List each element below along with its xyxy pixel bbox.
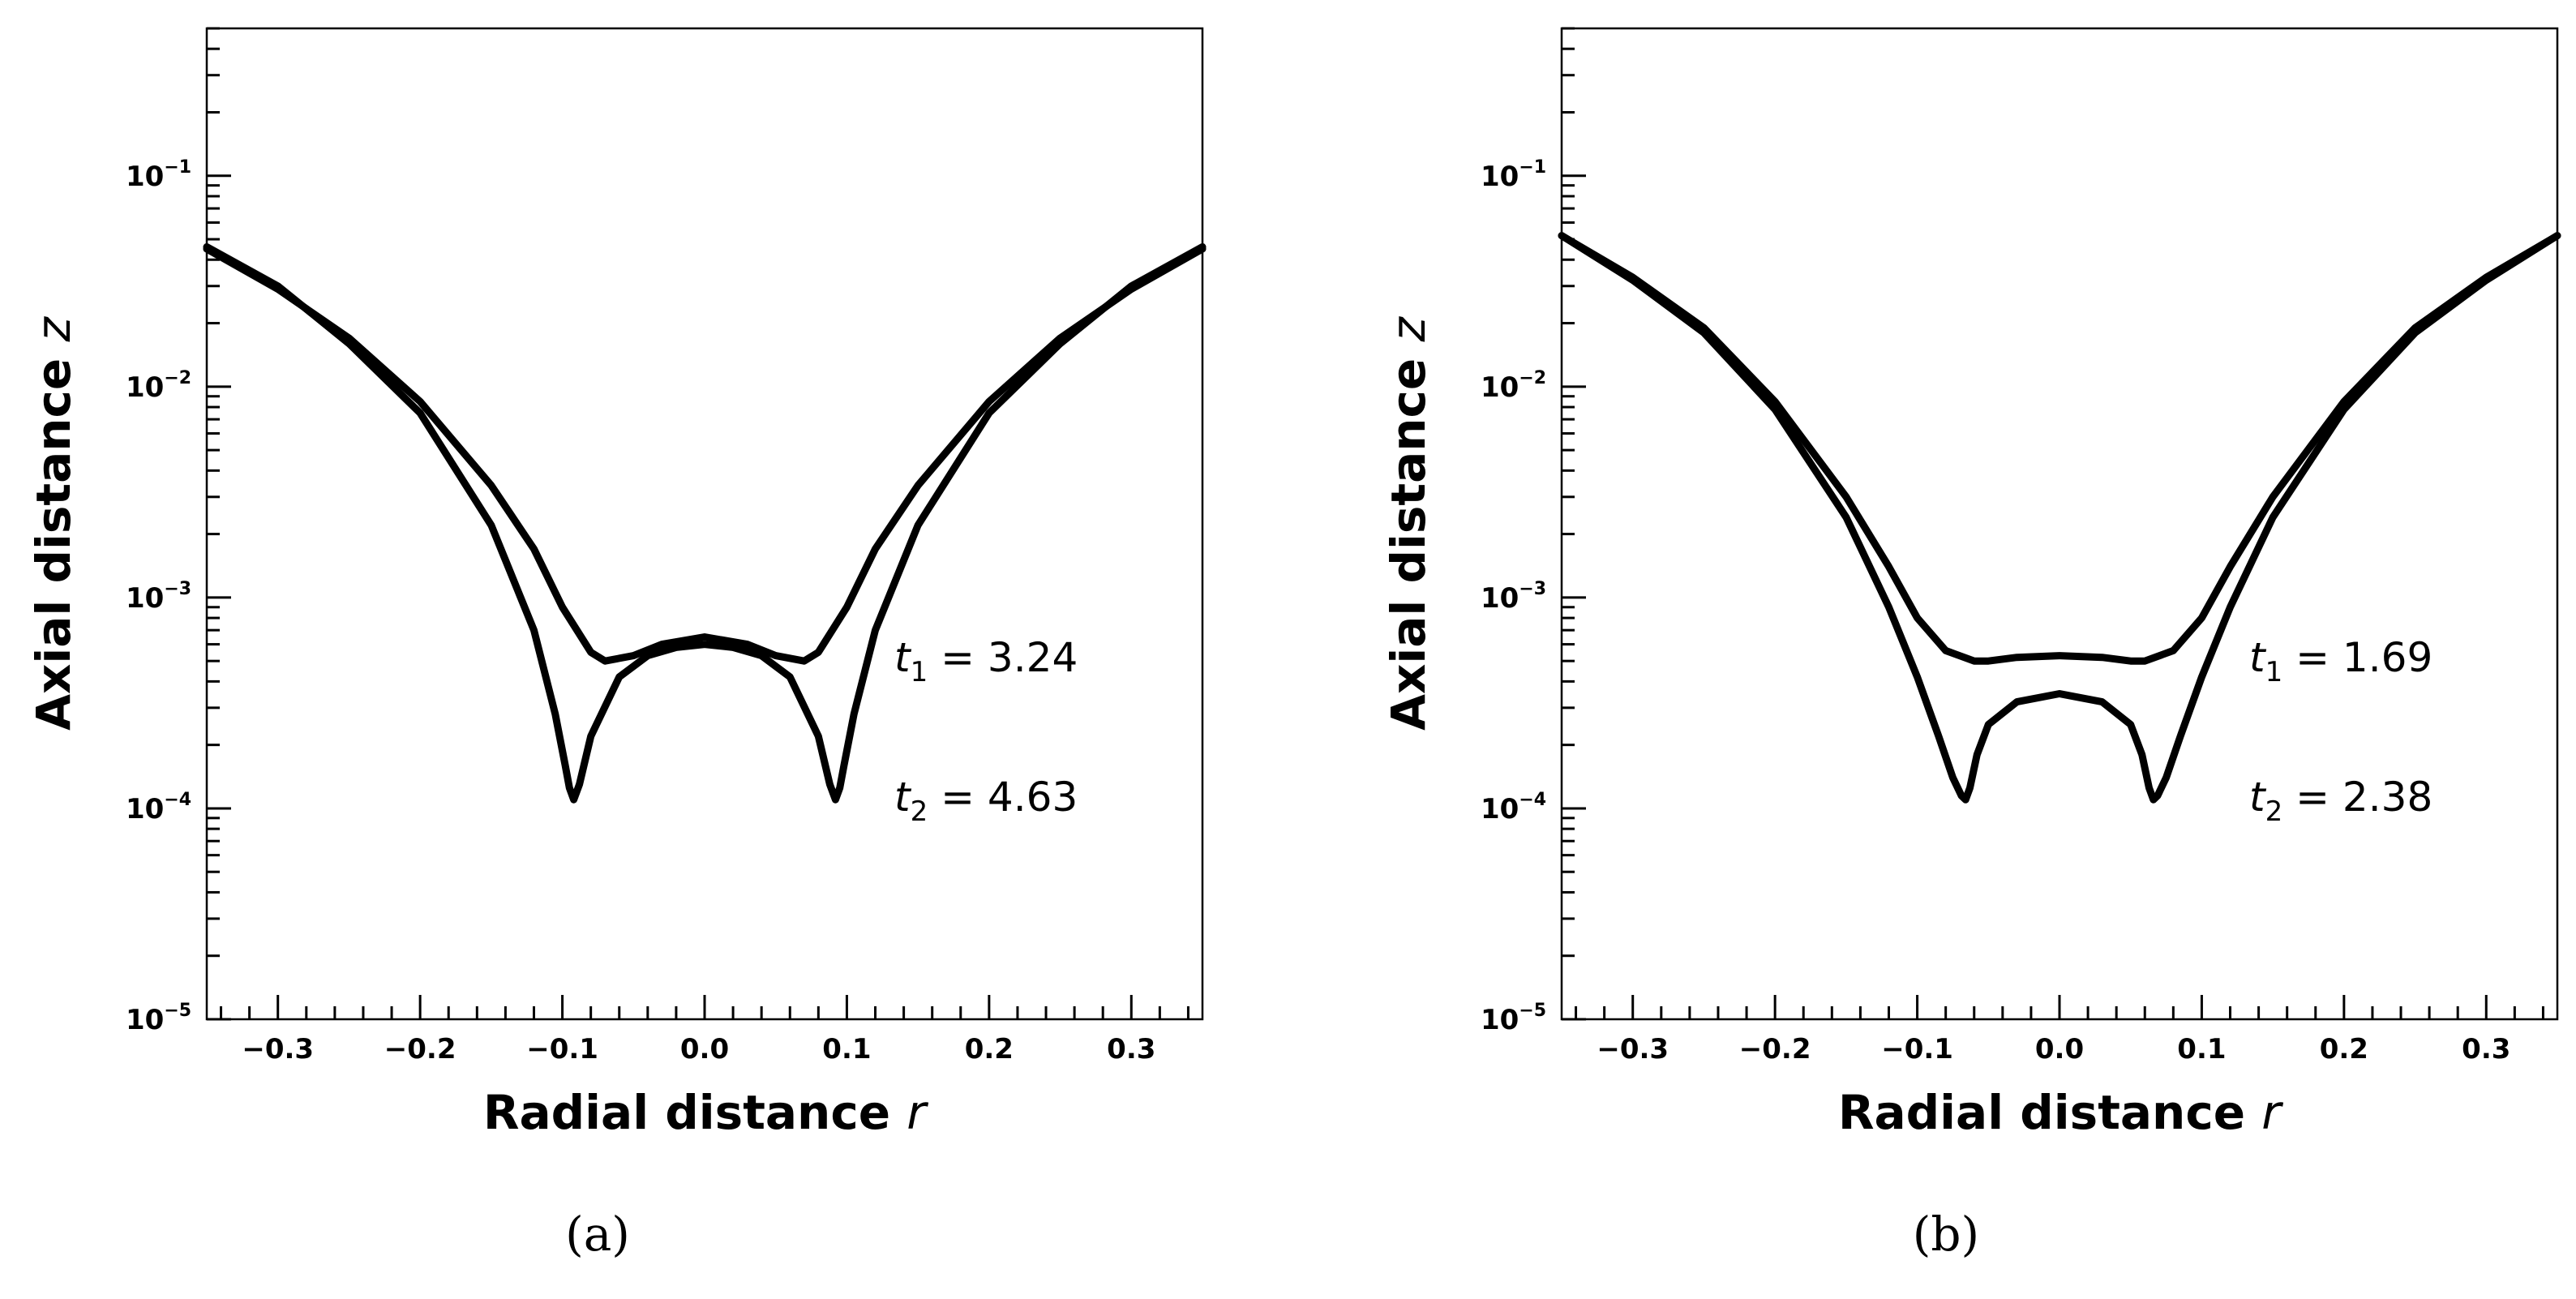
x-tick-label: −0.3	[242, 1033, 314, 1065]
y-tick-label: 10−2	[126, 368, 191, 404]
annotation-t2: t2 = 4.63	[894, 774, 1078, 828]
annotation-t2: t2 = 2.38	[2249, 774, 2432, 828]
panel-caption: (a)	[565, 1207, 630, 1262]
x-tick-label: 0.2	[965, 1033, 1014, 1065]
y-tick-label: 10−5	[126, 1001, 191, 1036]
x-tick-label: 0.3	[2462, 1033, 2510, 1065]
plot-frame	[205, 27, 1204, 1021]
y-tick-label: 10−4	[126, 790, 191, 825]
x-tick-label: 0.1	[2177, 1033, 2226, 1065]
plot-frame	[1560, 27, 2559, 1021]
y-tick-label: 10−1	[1481, 157, 1546, 193]
x-tick-label: −0.2	[1739, 1033, 1811, 1065]
annotation-t1: t1 = 3.24	[894, 634, 1078, 688]
y-tick-label: 10−3	[126, 579, 191, 615]
y-tick-label: 10−2	[1481, 368, 1546, 404]
tick-labels: −0.3 −0.2 −0.1 0.0 0.1 0.2 0.3 10−5 10−4 10−3 10−2…	[126, 157, 1155, 1065]
panel-b: −0.3 −0.2 −0.1 0.0 0.1 0.2 0.3 10−5 10−4 10−3 10−2…	[1381, 27, 2561, 1262]
series-line-1	[1558, 232, 2561, 665]
y-axis-label: Axial distance z	[1381, 316, 1436, 731]
x-tick-label: −0.1	[1881, 1033, 1953, 1065]
series-line-2	[203, 243, 1207, 804]
annotation-t1: t1 = 1.69	[2249, 634, 2432, 688]
x-tick-label: −0.1	[526, 1033, 598, 1065]
x-tick-label: −0.2	[384, 1033, 456, 1065]
x-tick-label: 0.2	[2320, 1033, 2368, 1065]
x-axis-label: Radial distance r	[1838, 1085, 2283, 1140]
y-axis-label: Axial distance z	[26, 316, 81, 731]
x-tick-label: 0.0	[2035, 1033, 2084, 1065]
series-line-1	[203, 245, 1207, 665]
tick-labels: −0.3 −0.2 −0.1 0.0 0.1 0.2 0.3 10−5 10−4 10−3 10−2…	[1481, 157, 2510, 1065]
panel-a: −0.3 −0.2 −0.1 0.0 0.1 0.2 0.3 10−5 10−4 10−3 10−2…	[26, 27, 1207, 1262]
panel-caption: (b)	[1913, 1207, 1979, 1262]
x-tick-label: −0.3	[1597, 1033, 1669, 1065]
axis-ticks	[207, 27, 1189, 1021]
y-tick-label: 10−1	[126, 157, 191, 193]
curves	[203, 243, 1207, 804]
series-line-2	[1558, 232, 2561, 804]
axis-ticks	[1562, 27, 2544, 1021]
y-tick-label: 10−3	[1481, 579, 1546, 615]
x-tick-label: 0.0	[680, 1033, 729, 1065]
x-tick-label: 0.3	[1107, 1033, 1155, 1065]
x-axis-label: Radial distance r	[483, 1085, 928, 1140]
curves	[1558, 232, 2561, 804]
x-tick-label: 0.1	[822, 1033, 871, 1065]
y-tick-label: 10−5	[1481, 1001, 1546, 1036]
y-tick-label: 10−4	[1481, 790, 1546, 825]
